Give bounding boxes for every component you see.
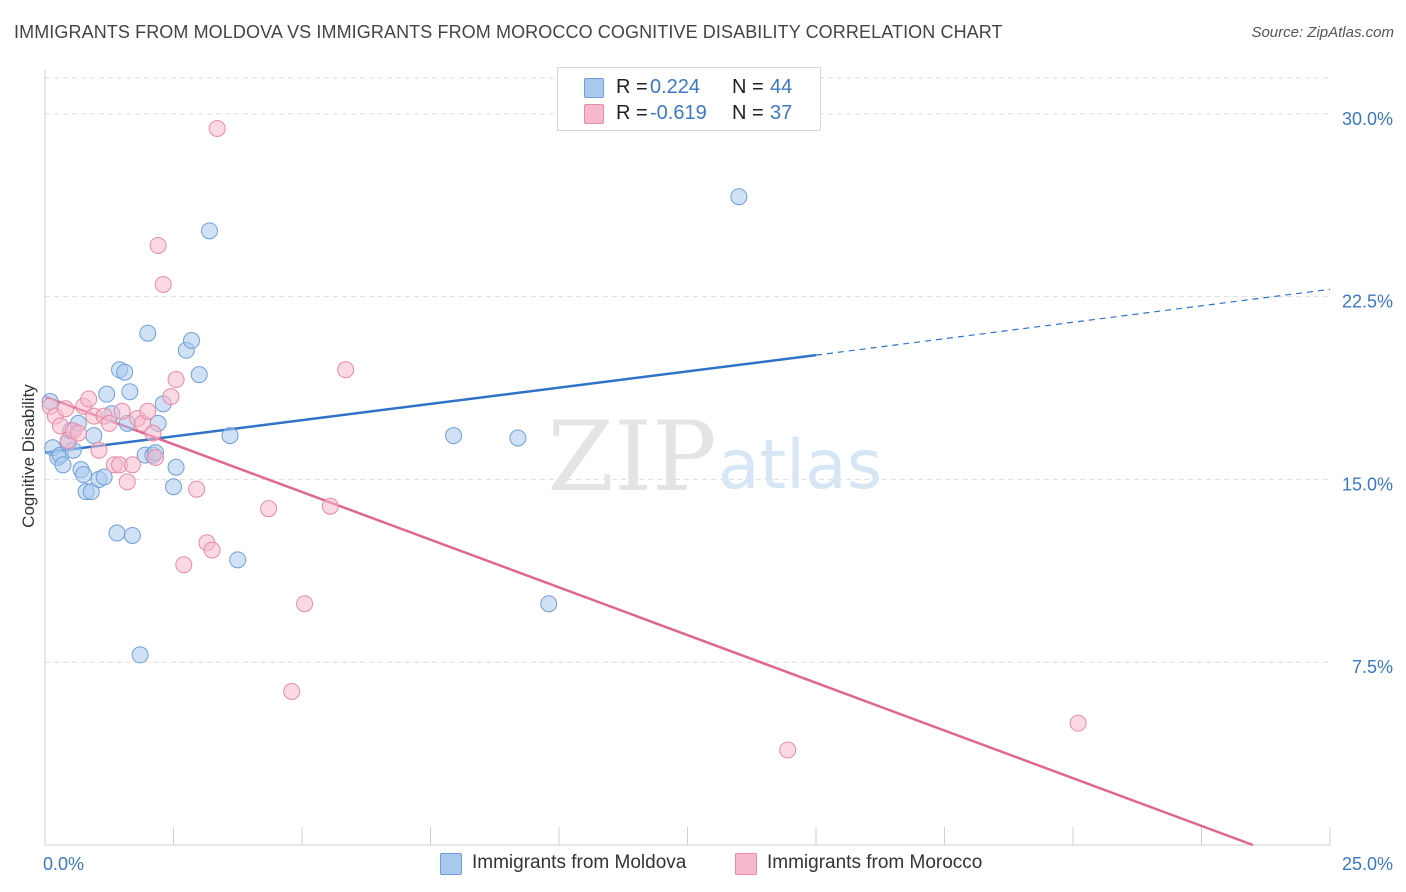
- morocco-point: [321, 497, 339, 515]
- morocco-point: [188, 480, 206, 498]
- moldova-point: [165, 478, 182, 496]
- y-axis-label: Cognitive Disability: [19, 384, 38, 528]
- correlation-legend: R = 0.224 N = 44 R = -0.619 N = 37: [557, 67, 821, 131]
- moldova-point: [221, 427, 239, 445]
- morocco-point: [118, 473, 136, 491]
- morocco-point: [337, 361, 355, 379]
- morocco-point: [149, 236, 167, 254]
- moldova-trend-line: [44, 353, 817, 454]
- morocco-point: [779, 741, 797, 759]
- n-label: N =: [732, 102, 764, 124]
- r-label: R =: [616, 76, 648, 98]
- r-value: 0.224: [650, 76, 701, 98]
- moldova-point: [540, 595, 558, 613]
- moldova-trend-extension: [815, 288, 1331, 356]
- morocco-point: [144, 424, 162, 442]
- morocco-point: [162, 388, 180, 406]
- watermark: ZIP atlas: [547, 401, 882, 513]
- moldova-point: [182, 332, 200, 350]
- morocco-point: [100, 414, 118, 432]
- morocco-point: [283, 682, 301, 700]
- moldova-point: [167, 458, 185, 476]
- morocco-point: [57, 400, 75, 418]
- moldova-point: [229, 551, 247, 569]
- moldova-point: [95, 468, 113, 486]
- morocco-trend-line: [44, 395, 1254, 847]
- morocco-point: [260, 500, 278, 518]
- n-value: 37: [770, 102, 793, 124]
- moldova-legend-label: Immigrants from Moldova: [472, 852, 687, 873]
- moldova-point: [75, 466, 93, 484]
- axes: [44, 70, 1331, 846]
- moldova-point: [98, 385, 116, 403]
- morocco-point: [90, 441, 108, 459]
- morocco-swatch: [584, 104, 604, 124]
- morocco-point: [154, 275, 172, 293]
- y-tick-label: 30.0%: [1342, 109, 1393, 129]
- morocco-point: [69, 424, 87, 442]
- moldova-point: [121, 383, 139, 401]
- morocco-point: [80, 390, 98, 408]
- moldova-point: [116, 363, 134, 381]
- moldova-point: [509, 429, 527, 447]
- y-tick-label: 7.5%: [1352, 657, 1393, 677]
- morocco-point: [203, 541, 221, 559]
- morocco-point: [208, 119, 226, 137]
- morocco-point: [147, 449, 165, 466]
- moldova-point: [85, 427, 103, 445]
- morocco-point: [123, 456, 141, 474]
- moldova-point: [445, 427, 463, 445]
- moldova-point: [190, 366, 208, 384]
- morocco-legend-label: Immigrants from Morocco: [767, 852, 983, 873]
- moldova-point: [108, 524, 126, 542]
- moldova-point: [200, 222, 218, 240]
- moldova-legend-swatch: [440, 853, 462, 875]
- y-tick-label: 22.5%: [1342, 292, 1393, 312]
- moldova-point: [82, 483, 100, 501]
- moldova-point: [131, 646, 149, 664]
- watermark-zip: ZIP: [547, 401, 716, 513]
- moldova-point: [139, 324, 157, 342]
- r-value: -0.619: [650, 102, 707, 124]
- trend-lines: [44, 288, 1331, 847]
- x-tick-label: 25.0%: [1342, 854, 1393, 874]
- y-tick-label: 15.0%: [1342, 474, 1393, 494]
- watermark-atlas: atlas: [718, 426, 882, 505]
- n-label: N =: [732, 76, 764, 98]
- morocco-point: [296, 595, 314, 613]
- morocco-point: [167, 371, 185, 389]
- moldova-point: [54, 456, 72, 474]
- moldova-point: [123, 526, 141, 544]
- data-points: [41, 119, 1087, 759]
- morocco-point: [139, 402, 157, 420]
- morocco-point: [1069, 714, 1087, 732]
- chart-title: IMMIGRANTS FROM MOLDOVA VS IMMIGRANTS FR…: [14, 22, 1003, 42]
- moldova-swatch: [584, 78, 604, 98]
- r-label: R =: [616, 102, 648, 124]
- morocco-point: [113, 402, 131, 420]
- source-credit: Source: ZipAtlas.com: [1251, 24, 1394, 41]
- tick-labels: 7.5% 15.0% 22.5% 30.0% 0.0% 25.0%: [43, 109, 1393, 874]
- morocco-point: [175, 556, 193, 574]
- morocco-legend-swatch: [735, 853, 757, 875]
- moldova-point: [730, 188, 748, 206]
- x-tick-label: 0.0%: [43, 854, 84, 874]
- n-value: 44: [770, 76, 793, 98]
- grid: [45, 77, 1330, 663]
